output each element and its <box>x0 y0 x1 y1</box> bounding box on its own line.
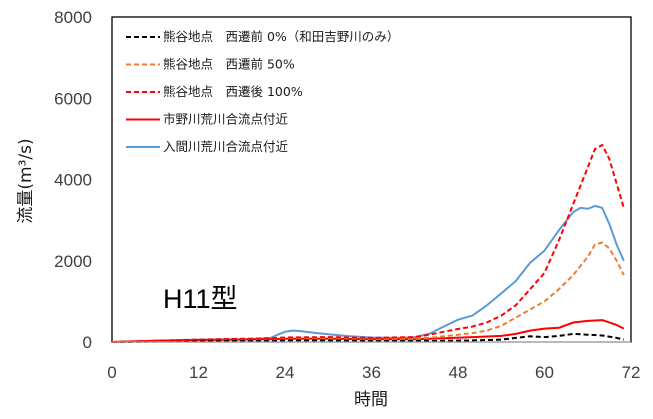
y-axis-ticks: 0 2000 4000 6000 8000 <box>54 8 92 352</box>
legend-label: 熊谷地点 西遷後 100% <box>163 84 303 99</box>
series-line-2 <box>111 241 625 343</box>
series-line-1 <box>111 332 625 343</box>
x-tick-label: 72 <box>622 363 641 382</box>
series-line-3 <box>111 144 625 343</box>
legend: 熊谷地点 西遷前 0%（和田吉野川のみ） 熊谷地点 西遷前 50% 熊谷地点 西遷後… <box>126 29 399 154</box>
x-axis-ticks: 0 12 24 36 48 60 72 <box>107 363 640 382</box>
y-tick-label: 6000 <box>54 89 92 108</box>
y-tick-label: 8000 <box>54 8 92 27</box>
x-tick-label: 0 <box>107 363 116 382</box>
x-tick-label: 60 <box>535 363 554 382</box>
legend-label: 入間川荒川合流点付近 <box>163 139 289 154</box>
x-axis-title: 時間 <box>354 390 388 410</box>
series-lines <box>111 144 625 343</box>
series-line-4 <box>111 319 625 343</box>
legend-label: 熊谷地点 西遷前 0%（和田吉野川のみ） <box>163 29 399 44</box>
x-tick-label: 48 <box>449 363 468 382</box>
y-tick-label: 0 <box>83 333 92 352</box>
legend-label: 熊谷地点 西遷前 50% <box>163 57 295 72</box>
legend-label: 市野川荒川合流点付近 <box>163 112 289 127</box>
x-tick-label: 36 <box>362 363 381 382</box>
chart-annotation: H11型 <box>163 284 238 314</box>
y-tick-label: 4000 <box>54 171 92 190</box>
x-tick-label: 24 <box>276 363 295 382</box>
y-axis-title: 流量(m³/s) <box>16 138 36 223</box>
x-tick-label: 12 <box>189 363 208 382</box>
series-line-5 <box>111 204 625 343</box>
y-tick-label: 2000 <box>54 252 92 271</box>
